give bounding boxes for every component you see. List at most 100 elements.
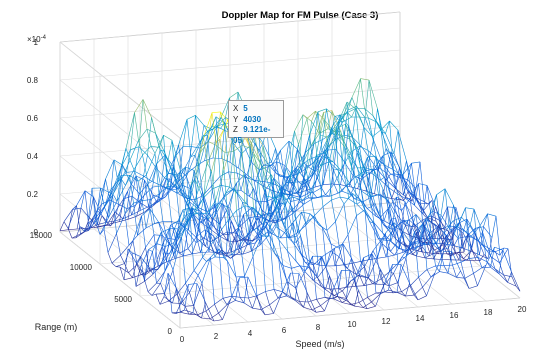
mesh-line-x	[363, 283, 373, 286]
mesh-line-x	[401, 285, 411, 292]
mesh-line-x	[411, 161, 421, 164]
mesh-line-x	[186, 115, 196, 120]
mesh-line-y	[302, 114, 308, 119]
grid-line	[59, 201, 401, 233]
mesh-line-x	[178, 119, 188, 146]
mesh-line-y	[125, 175, 130, 186]
mesh-line-y	[320, 305, 325, 312]
mesh-line-y	[243, 239, 249, 245]
mesh-line-y	[304, 261, 310, 267]
mesh-line-x	[386, 227, 396, 240]
mesh-line-y	[259, 222, 265, 246]
mesh-line-y	[148, 249, 153, 252]
mesh-line-y	[273, 289, 279, 299]
mesh-line-y	[460, 262, 466, 279]
mesh-line-y	[343, 112, 348, 115]
mesh-line-y	[144, 267, 150, 276]
mesh-line-y	[483, 254, 489, 259]
mesh-line-y	[126, 149, 131, 173]
mesh-line-x	[363, 127, 373, 137]
mesh-line-x	[365, 212, 375, 223]
mesh-line-x	[381, 243, 391, 252]
mesh-line-y	[250, 142, 256, 162]
mesh-line-y	[399, 167, 404, 196]
mesh-line-y	[150, 199, 155, 224]
mesh-line-x	[163, 134, 173, 141]
mesh-line-y	[136, 202, 141, 217]
mesh-line-y	[354, 290, 359, 307]
mesh-line-x	[388, 282, 398, 287]
grid-lines	[59, 11, 521, 329]
mesh-line-x	[185, 166, 195, 171]
mesh-line-x	[390, 239, 400, 252]
mesh-line-y	[387, 208, 393, 230]
mesh-line-y	[400, 223, 405, 246]
mesh-line-y	[190, 154, 196, 157]
mesh-line-y	[184, 198, 189, 231]
mesh-line-y	[182, 172, 187, 177]
mesh-line-x	[427, 194, 437, 219]
mesh-line-y	[465, 207, 470, 259]
mesh-line-x	[389, 240, 399, 249]
mesh-line-y	[311, 156, 317, 176]
mesh-line-x	[369, 157, 379, 171]
mesh-line-y	[503, 247, 509, 249]
mesh-line-y	[164, 173, 169, 178]
mesh-line-x	[310, 172, 320, 195]
mesh-line-x	[367, 150, 377, 159]
mesh-line-y	[127, 196, 133, 220]
mesh-line-y	[372, 250, 378, 259]
mesh-line-y	[473, 209, 479, 258]
mesh-line-y	[303, 160, 308, 182]
mesh-line-x	[377, 256, 387, 259]
mesh-line-y	[384, 177, 389, 201]
mesh-line-y	[141, 215, 146, 248]
mesh-line-y	[107, 252, 113, 264]
mesh-line-y	[148, 267, 154, 275]
mesh-line-y	[282, 217, 288, 221]
mesh-line-x	[286, 211, 296, 218]
mesh-line-y	[363, 277, 369, 286]
mesh-line-y	[364, 209, 370, 260]
mesh-line-y	[444, 188, 450, 226]
mesh-line-y	[322, 148, 328, 155]
mesh-line-x	[124, 240, 134, 264]
mesh-line-x	[130, 183, 140, 194]
mesh-line-y	[355, 274, 360, 287]
mesh-line-y	[101, 215, 107, 223]
mesh-line-y	[413, 222, 418, 228]
mesh-line-y	[156, 232, 162, 244]
mesh-line-y	[307, 301, 313, 311]
mesh-line-x	[273, 292, 283, 314]
mesh-line-x	[292, 211, 302, 223]
mesh-line-y	[185, 166, 190, 202]
mesh-line-y	[238, 141, 243, 169]
mesh-line-x	[333, 169, 343, 192]
surface-mesh[interactable]	[59, 78, 521, 322]
mesh-line-y	[260, 227, 266, 231]
mesh-line-x	[244, 256, 254, 277]
mesh-line-y	[288, 237, 293, 243]
mesh-line-x	[195, 237, 205, 243]
mesh-line-y	[118, 214, 124, 219]
mesh-line-x	[99, 217, 109, 235]
mesh-line-y	[199, 137, 204, 154]
mesh-line-y	[459, 251, 464, 259]
mesh-line-x	[349, 270, 359, 291]
mesh-line-x	[361, 172, 371, 180]
mesh-line-x	[385, 133, 395, 154]
mesh-line-y	[220, 122, 225, 129]
mesh-line-y	[173, 186, 179, 190]
mesh-line-y	[201, 283, 207, 312]
mesh-line-x	[275, 226, 285, 233]
mesh-line-x	[381, 239, 391, 242]
mesh-line-x	[282, 187, 292, 202]
mesh-line-y	[178, 146, 184, 181]
mesh-line-x	[227, 260, 237, 278]
mesh-line-x	[165, 228, 175, 255]
datatip[interactable]: X 5 Y 4030 Z 9.121e-05	[228, 100, 284, 145]
mesh-line-x	[119, 266, 129, 273]
mesh-line-x	[356, 209, 366, 216]
mesh-line-y	[422, 220, 427, 240]
mesh-line-y	[178, 145, 183, 173]
